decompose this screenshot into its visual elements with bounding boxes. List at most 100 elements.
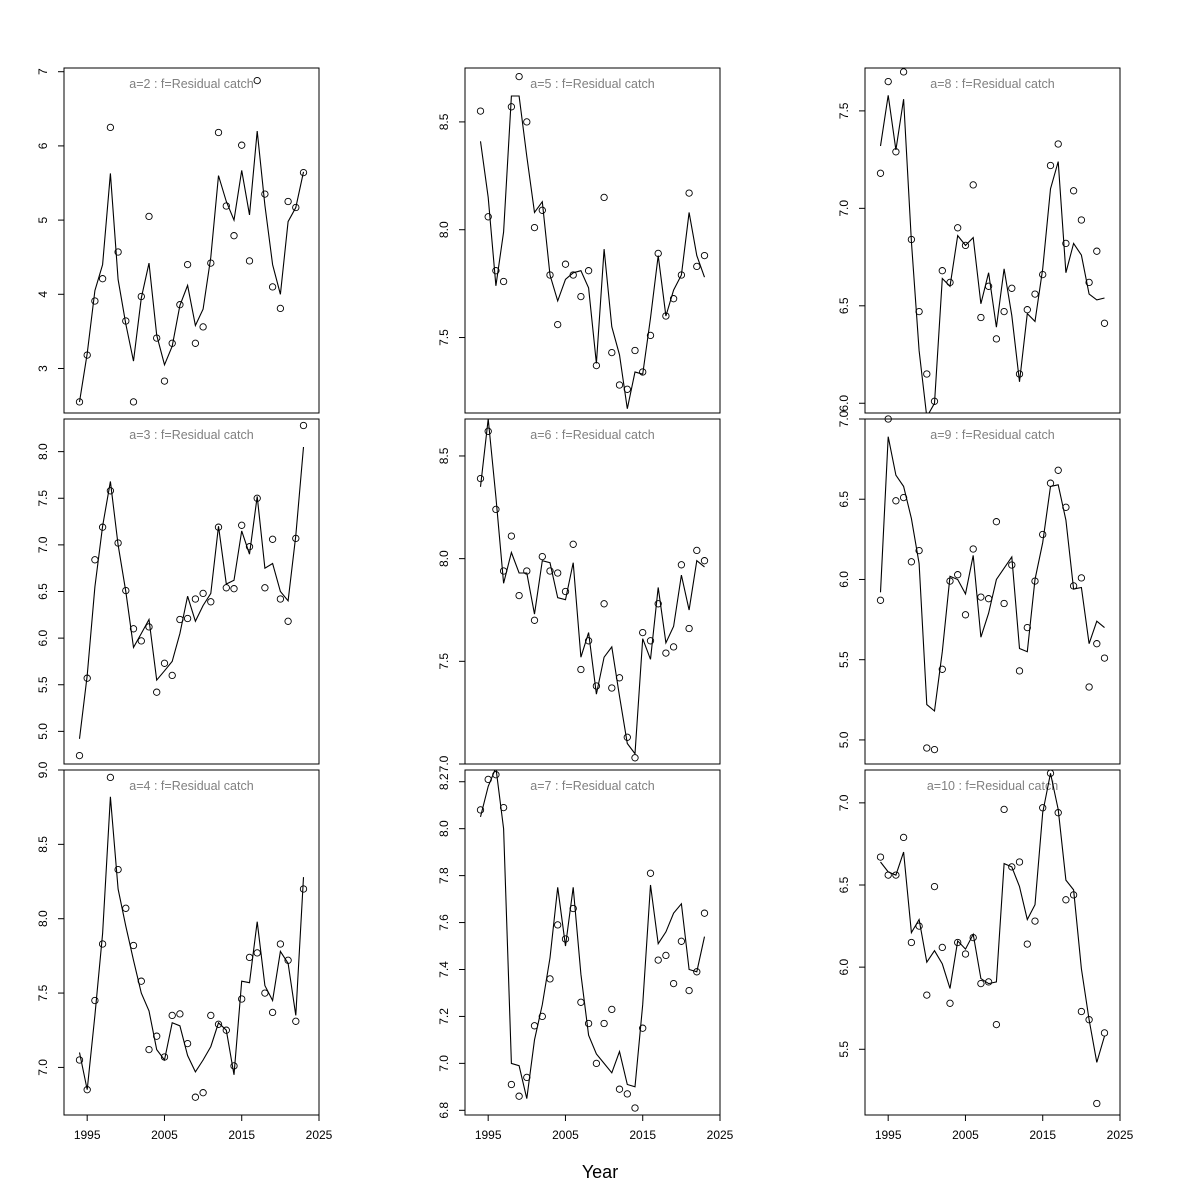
observed-point: [984, 282, 993, 290]
observed-point: [1046, 769, 1055, 777]
y-tick-label: 7.4: [437, 961, 451, 978]
observed-point: [1054, 466, 1062, 474]
observed-point: [569, 271, 577, 279]
observed-point: [954, 938, 962, 947]
observed-point: [176, 301, 184, 309]
observed-point: [554, 921, 562, 929]
observed-point: [261, 190, 269, 198]
observed-point: [507, 103, 516, 111]
observed-point: [1077, 574, 1086, 582]
observed-point: [946, 999, 954, 1007]
observed-point: [1023, 623, 1031, 632]
observed-point: [222, 202, 230, 210]
observed-point: [1008, 284, 1016, 292]
observed-point: [662, 951, 670, 960]
observed-point: [499, 803, 508, 812]
observed-point: [530, 616, 539, 624]
x-tick-label: 2015: [1029, 1128, 1056, 1142]
observed-point: [230, 585, 238, 593]
panel-6: a=7 : f=Residual catch 6.8 7.0 7.2 7.4 7.6 7.8…: [437, 769, 734, 1142]
observed-point: [1085, 683, 1093, 691]
observed-point: [969, 545, 977, 553]
y-tick-label: 6.0: [837, 958, 851, 975]
observed-point: [106, 123, 115, 132]
observed-point: [608, 684, 616, 692]
observed-point: [292, 534, 300, 543]
y-tick-label: 9.0: [36, 761, 50, 778]
observed-point: [114, 865, 122, 874]
observed-point: [646, 869, 655, 877]
y-tick-label: 8.0: [36, 910, 50, 927]
observed-point: [892, 148, 900, 156]
observed-point: [214, 1020, 223, 1028]
observed-point: [669, 979, 678, 988]
observed-point: [222, 1026, 230, 1034]
observed-point: [938, 267, 946, 275]
observed-point: [83, 674, 91, 682]
x-tick-label: 2005: [552, 1128, 579, 1142]
x-tick-label: 2005: [151, 1128, 178, 1142]
observed-point: [569, 540, 577, 548]
observed-point: [615, 381, 624, 389]
observed-point: [984, 595, 993, 603]
observed-point: [98, 940, 107, 948]
observed-point: [623, 385, 631, 393]
observed-point: [214, 523, 223, 531]
y-tick-label: 7.5: [437, 329, 451, 346]
observed-point: [592, 361, 601, 370]
observed-point: [245, 953, 254, 962]
observed-point: [261, 584, 269, 592]
observed-point: [1023, 940, 1031, 948]
y-tick-label: 8.5: [36, 836, 50, 853]
observed-point: [492, 267, 500, 275]
observed-point: [191, 595, 200, 603]
observed-point: [538, 1012, 546, 1021]
panel-title: a=6 : f=Residual catch: [530, 428, 654, 442]
panel-8: a=9 : f=Residual catch 5.0 5.5 6.0 6.5 7.0: [837, 410, 1121, 765]
observed-point: [98, 523, 107, 531]
observed-point: [899, 493, 908, 502]
observed-point: [923, 744, 931, 752]
observed-point: [214, 128, 223, 137]
observed-point: [98, 275, 107, 283]
observed-point: [276, 940, 285, 948]
panel-1: a=2 : f=Residual catch 3 4 5 6 7: [36, 67, 320, 414]
observed-point: [245, 257, 254, 265]
observed-point: [693, 546, 701, 555]
observed-point: [137, 292, 145, 301]
observed-point: [1054, 140, 1062, 148]
y-tick-label: 7.0: [437, 1055, 451, 1072]
observed-point: [1039, 530, 1047, 539]
observed-point: [207, 1011, 215, 1020]
y-tick-label: 5: [36, 216, 50, 223]
observed-point: [145, 212, 153, 221]
observed-point: [669, 643, 678, 651]
observed-point: [176, 615, 184, 624]
observed-point: [276, 595, 285, 603]
x-axis-title: Year: [582, 1162, 618, 1182]
x-tick-label: 1995: [74, 1128, 101, 1142]
observed-point: [91, 297, 99, 305]
observed-point: [923, 991, 931, 999]
y-tick-label: 7.5: [437, 653, 451, 670]
observed-point: [577, 665, 585, 674]
y-tick-label: 6.5: [36, 583, 50, 600]
observed-point: [615, 674, 624, 682]
observed-point: [1093, 1099, 1101, 1108]
observed-point: [245, 543, 254, 551]
observed-point: [523, 1073, 531, 1082]
observed-point: [1085, 278, 1093, 287]
observed-point: [114, 539, 122, 547]
observed-point: [515, 591, 523, 600]
observed-point: [1000, 307, 1008, 316]
observed-point: [137, 637, 145, 645]
observed-point: [1015, 667, 1024, 675]
observed-point: [153, 1032, 161, 1040]
observed-point: [122, 904, 130, 912]
observed-point: [199, 1089, 207, 1097]
observed-point: [930, 397, 939, 405]
observed-point: [191, 339, 200, 347]
observed-point: [299, 885, 308, 893]
observed-point: [114, 248, 122, 256]
panel-3: a=4 : f=Residual catch 7.0 7.5 8.0 8.5 9.0 199…: [36, 761, 333, 1142]
